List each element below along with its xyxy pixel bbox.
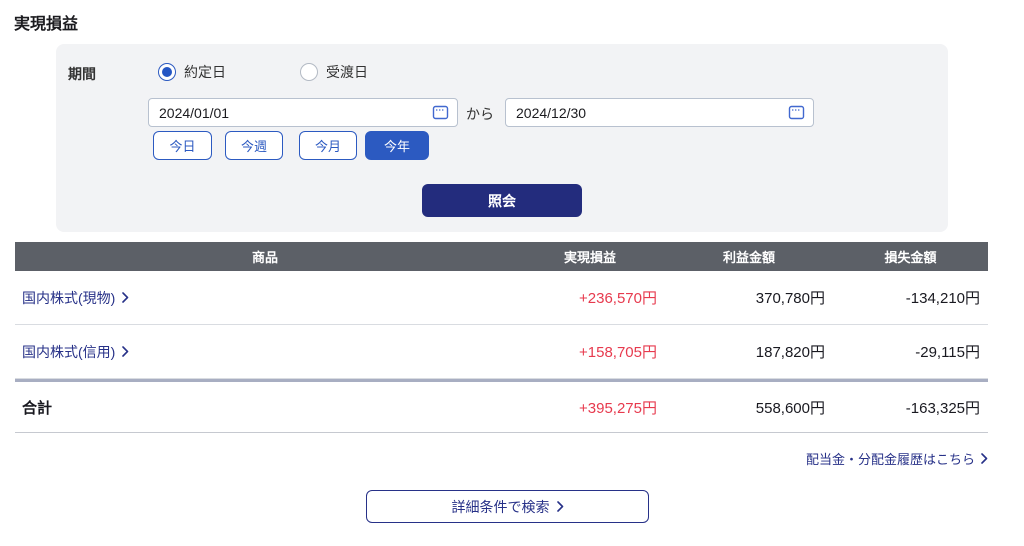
product-link-domestic-stock-margin[interactable]: 国内株式(信用): [15, 342, 129, 362]
quick-btn-today[interactable]: 今日: [153, 131, 212, 160]
radio-unselected-icon[interactable]: [300, 63, 318, 81]
radio-settlement-date-label[interactable]: 受渡日: [326, 64, 368, 80]
period-label: 期間: [68, 66, 96, 82]
date-to-input[interactable]: [516, 104, 788, 121]
realized-value: +158,705円: [579, 344, 657, 361]
column-header-loss: 損失金額: [884, 250, 937, 265]
dividend-history-link[interactable]: 配当金・分配金履歴はこちら: [806, 449, 988, 468]
quick-btn-this-week[interactable]: 今週: [225, 131, 283, 160]
detail-search-label: 詳細条件で検索: [451, 498, 550, 515]
chevron-right-icon: [122, 346, 129, 357]
calendar-icon[interactable]: [788, 104, 805, 121]
product-link-domestic-stock-cash[interactable]: 国内株式(現物): [15, 288, 129, 308]
realized-value: +236,570円: [579, 290, 657, 307]
column-header-realized: 実現損益: [563, 250, 616, 265]
results-table: 商品 実現損益 利益金額 損失金額 国内株式(現物) +236,570円 370…: [15, 242, 988, 433]
loss-value: -29,115円: [915, 344, 980, 361]
radio-trade-date-label[interactable]: 約定日: [184, 64, 226, 80]
column-header-product: 商品: [251, 250, 278, 265]
date-to-field[interactable]: [505, 98, 814, 127]
chevron-right-icon: [122, 292, 129, 303]
chevron-right-icon: [981, 453, 988, 464]
table-total-row: 合計 +395,275円 558,600円 -163,325円: [15, 379, 988, 433]
loss-total-value: -163,325円: [905, 399, 980, 417]
table-row: 国内株式(現物) +236,570円 370,780円 -134,210円: [15, 271, 988, 325]
loss-value: -134,210円: [905, 290, 980, 307]
period-filter-panel: 期間 約定日 受渡日 から 今日 今週 今月 今年 照会: [56, 44, 948, 232]
radio-selected-icon[interactable]: [158, 63, 176, 81]
profit-total-value: 558,600円: [755, 399, 825, 417]
profit-value: 370,780円: [755, 290, 825, 307]
column-header-profit: 利益金額: [722, 250, 775, 265]
radio-settlement-date[interactable]: 受渡日: [300, 63, 368, 81]
page-title: 実現損益: [14, 16, 79, 33]
date-from-field[interactable]: [148, 98, 458, 127]
chevron-right-icon: [556, 501, 563, 512]
product-label: 国内株式(現物): [22, 289, 116, 306]
dividend-history-link-label: 配当金・分配金履歴はこちら: [805, 452, 975, 467]
table-row: 国内株式(信用) +158,705円 187,820円 -29,115円: [15, 325, 988, 379]
quick-btn-this-year[interactable]: 今年: [365, 131, 429, 160]
realized-total-value: +395,275円: [579, 399, 657, 417]
range-separator-label: から: [466, 106, 494, 122]
profit-value: 187,820円: [755, 344, 825, 361]
inquiry-button[interactable]: 照会: [422, 184, 582, 217]
radio-trade-date[interactable]: 約定日: [158, 63, 226, 81]
calendar-icon[interactable]: [432, 104, 449, 121]
quick-btn-this-month[interactable]: 今月: [299, 131, 357, 160]
product-label: 国内株式(信用): [22, 343, 116, 360]
table-header-row: 商品 実現損益 利益金額 損失金額: [15, 242, 988, 271]
date-from-input[interactable]: [159, 104, 432, 121]
total-label: 合計: [22, 399, 53, 417]
detail-search-button[interactable]: 詳細条件で検索: [366, 490, 649, 523]
quick-range-buttons: 今日 今週 今月 今年: [56, 131, 948, 160]
